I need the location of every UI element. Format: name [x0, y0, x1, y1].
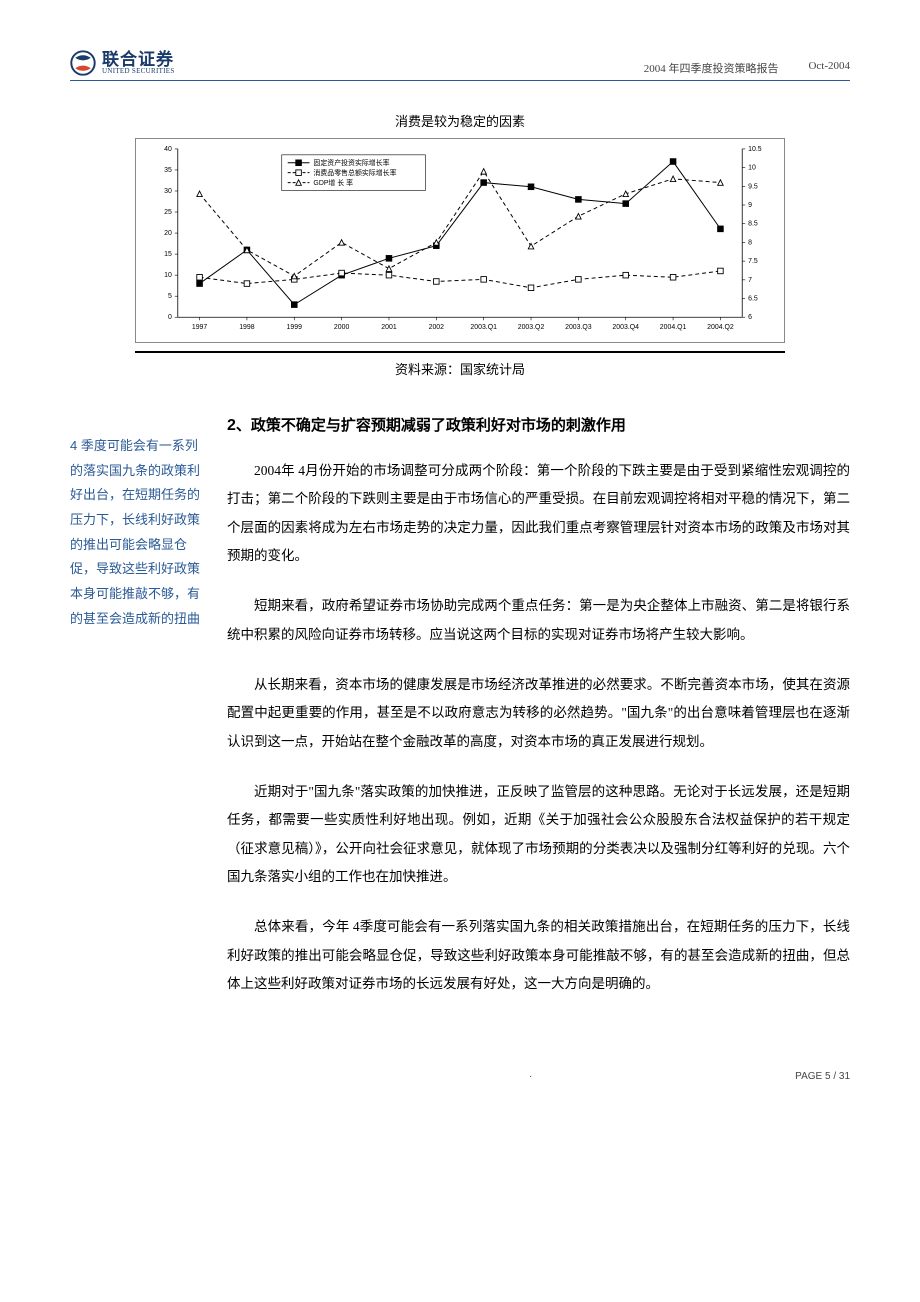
svg-text:20: 20 — [164, 230, 172, 237]
chart-divider — [135, 351, 785, 353]
page-footer: · PAGE 5 / 31 — [70, 1071, 850, 1082]
svg-text:2003.Q1: 2003.Q1 — [470, 324, 497, 331]
logo-text-en: UNITED SECURITIES — [102, 68, 175, 75]
paragraph: 从长期来看，资本市场的健康发展是市场经济改革推进的必然要求。不断完善资本市场，使… — [227, 671, 850, 756]
logo-text-cn: 联合证券 — [102, 51, 175, 68]
svg-text:2004.Q1: 2004.Q1 — [660, 324, 687, 331]
svg-text:5: 5 — [168, 293, 172, 300]
paragraph: 2004年 4月份开始的市场调整可分成两个阶段：第一个阶段的下跌主要是由于受到紧… — [227, 457, 850, 570]
svg-text:25: 25 — [164, 209, 172, 216]
logo: 联合证券 UNITED SECURITIES — [70, 50, 175, 76]
paragraph: 近期对于"国九条"落实政策的加快推进，正反映了监管层的这种思路。无论对于长远发展… — [227, 778, 850, 891]
svg-text:10: 10 — [164, 272, 172, 279]
svg-text:固定资产投资实际增长率: 固定资产投资实际增长率 — [313, 158, 389, 167]
svg-text:1998: 1998 — [239, 324, 255, 331]
svg-text:6: 6 — [748, 314, 752, 321]
svg-text:7.5: 7.5 — [748, 258, 758, 265]
svg-text:2004.Q2: 2004.Q2 — [707, 324, 734, 331]
svg-text:1999: 1999 — [287, 324, 303, 331]
svg-text:GDP增 长 率: GDP增 长 率 — [313, 178, 353, 187]
svg-text:2003.Q3: 2003.Q3 — [565, 324, 592, 331]
chart-title: 消费是较为稳定的因素 — [70, 111, 850, 130]
page-number: PAGE 5 / 31 — [795, 1071, 850, 1082]
svg-text:2002: 2002 — [429, 324, 445, 331]
svg-text:1997: 1997 — [192, 324, 208, 331]
section-heading: 2、政策不确定与扩容预期减弱了政策利好对市场的刺激作用 — [227, 414, 850, 435]
paragraph: 短期来看，政府希望证券市场协助完成两个重点任务：第一是为央企整体上市融资、第二是… — [227, 592, 850, 649]
svg-text:7: 7 — [748, 277, 752, 284]
sidebar-note: 4 季度可能会有一系列的落实国九条的政策利好出台，在短期任务的压力下，长线利好政… — [70, 414, 205, 1021]
paragraph: 总体来看，今年 4季度可能会有一系列落实国九条的相关政策措施出台，在短期任务的压… — [227, 913, 850, 998]
svg-text:40: 40 — [164, 146, 172, 153]
svg-text:6.5: 6.5 — [748, 296, 758, 303]
svg-text:9.5: 9.5 — [748, 183, 758, 190]
main-text: 2、政策不确定与扩容预期减弱了政策利好对市场的刺激作用 2004年 4月份开始的… — [227, 414, 850, 1021]
svg-text:0: 0 — [168, 314, 172, 321]
page-header: 联合证券 UNITED SECURITIES 2004 年四季度投资策略报告 O… — [70, 50, 850, 81]
svg-text:9: 9 — [748, 202, 752, 209]
header-meta: 2004 年四季度投资策略报告 Oct-2004 — [644, 60, 850, 76]
report-date: Oct-2004 — [808, 60, 850, 76]
chart-container: 0 5 10 15 20 25 30 35 40 6 6.5 7 7.5 8 8.5 9 9.5 10 10.5 19… — [135, 138, 785, 347]
svg-text:10.5: 10.5 — [748, 146, 762, 153]
report-title: 2004 年四季度投资策略报告 — [644, 60, 779, 76]
section-heading-text: 、政策不确定与扩容预期减弱了政策利好对市场的刺激作用 — [236, 418, 626, 434]
svg-text:2003.Q4: 2003.Q4 — [612, 324, 639, 331]
content-area: 4 季度可能会有一系列的落实国九条的政策利好出台，在短期任务的压力下，长线利好政… — [70, 414, 850, 1021]
section-number: 2 — [227, 417, 236, 434]
svg-text:8: 8 — [748, 239, 752, 246]
chart-source: 资料来源：国家统计局 — [70, 359, 850, 378]
svg-text:30: 30 — [164, 188, 172, 195]
svg-text:10: 10 — [748, 165, 756, 172]
svg-text:2003.Q2: 2003.Q2 — [518, 324, 545, 331]
svg-text:15: 15 — [164, 251, 172, 258]
footer-dot: · — [529, 1071, 532, 1082]
svg-text:8.5: 8.5 — [748, 221, 758, 228]
line-chart: 0 5 10 15 20 25 30 35 40 6 6.5 7 7.5 8 8.5 9 9.5 10 10.5 19… — [135, 138, 785, 343]
svg-text:消费品零售总额实际增长率: 消费品零售总额实际增长率 — [313, 168, 396, 177]
logo-icon — [70, 50, 96, 76]
svg-text:2001: 2001 — [381, 324, 397, 331]
svg-text:2000: 2000 — [334, 324, 350, 331]
svg-text:35: 35 — [164, 167, 172, 174]
